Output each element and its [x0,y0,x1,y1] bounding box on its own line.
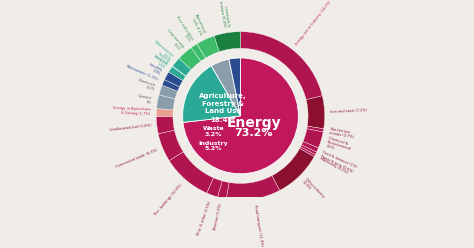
Text: 3.2%: 3.2% [205,132,222,137]
Text: Agriculture,
Forestry &
Land Use: Agriculture, Forestry & Land Use [199,93,247,114]
Text: 5.2%: 5.2% [205,146,222,151]
Text: 18.4%: 18.4% [210,117,235,123]
Wedge shape [183,58,299,174]
Wedge shape [307,126,324,132]
Text: Machinery (0.5%): Machinery (0.5%) [319,156,348,175]
Wedge shape [179,48,201,70]
Wedge shape [229,58,240,116]
Text: Iron and steel (7.2%): Iron and steel (7.2%) [330,108,368,114]
Wedge shape [211,59,240,116]
Wedge shape [303,129,323,148]
Wedge shape [172,66,186,76]
Wedge shape [197,36,219,58]
Text: Deforestation
2.2%: Deforestation 2.2% [150,40,174,62]
Text: Grazing
on 0.1%: Grazing on 0.1% [154,51,170,66]
Text: Industry: Industry [199,141,228,146]
Text: Energy use in Industry (24.2%): Energy use in Industry (24.2%) [294,0,332,46]
Text: Ship. & other (2.5%): Ship. & other (2.5%) [196,200,212,236]
Wedge shape [158,130,183,161]
Text: Paper & pulp (0.6%): Paper & pulp (0.6%) [320,154,354,174]
Wedge shape [301,142,319,152]
Text: Chemicals
2.2%: Chemicals 2.2% [136,79,156,92]
Text: Road transport (11.9%): Road transport (11.9%) [253,204,263,247]
Text: Waste: Waste [202,126,224,131]
Text: Unallocated fuel (3.8%): Unallocated fuel (3.8%) [109,124,151,132]
Wedge shape [306,96,325,129]
Wedge shape [156,116,174,134]
Text: Rice cultivation
1.5%: Rice cultivation 1.5% [172,15,194,43]
Text: Other industry
10.6%: Other industry 10.6% [301,177,325,202]
Wedge shape [300,147,315,157]
Text: Energy: Energy [226,116,281,130]
Wedge shape [156,95,175,110]
Text: Chemical &
Petrochemical
3.6%: Chemical & Petrochemical 3.6% [325,136,353,155]
Wedge shape [173,58,191,76]
Wedge shape [272,149,314,190]
Text: Agricultural
soils 4.1%: Agricultural soils 4.1% [191,13,207,36]
Wedge shape [301,145,317,155]
Wedge shape [218,181,229,199]
Wedge shape [169,66,186,81]
Wedge shape [156,108,173,116]
Wedge shape [164,72,183,87]
Text: Res. buildings (10.9%): Res. buildings (10.9%) [154,183,183,216]
Wedge shape [214,32,240,52]
Text: Livestock &
manure (5.8%): Livestock & manure (5.8%) [218,0,230,28]
Text: Non-ferrous
metals (0.7%): Non-ferrous metals (0.7%) [328,127,355,140]
Wedge shape [162,80,180,91]
Wedge shape [182,66,240,123]
Wedge shape [159,85,178,99]
Text: Landfills
1.9%: Landfills 1.9% [146,62,164,77]
Wedge shape [240,32,322,100]
Wedge shape [226,176,280,200]
Wedge shape [207,178,222,197]
Text: 73.2%: 73.2% [234,128,273,138]
Text: Aviation (1.9%): Aviation (1.9%) [213,203,223,231]
Wedge shape [191,44,206,61]
Text: Wastewater (1.3%): Wastewater (1.3%) [126,65,159,82]
Text: Food & tobacco (1%): Food & tobacco (1%) [322,151,358,169]
Text: Commercial build. (6.3%): Commercial build. (6.3%) [115,148,158,169]
Text: Cropland
1.4%: Cropland 1.4% [150,54,168,69]
Text: Energy in Agriculture
& Fishing (1.7%): Energy in Agriculture & Fishing (1.7%) [113,106,151,116]
Text: Crop burning
3.5%: Crop burning 3.5% [163,28,184,51]
Text: Cement
3%: Cement 3% [137,94,153,105]
Wedge shape [169,152,213,193]
